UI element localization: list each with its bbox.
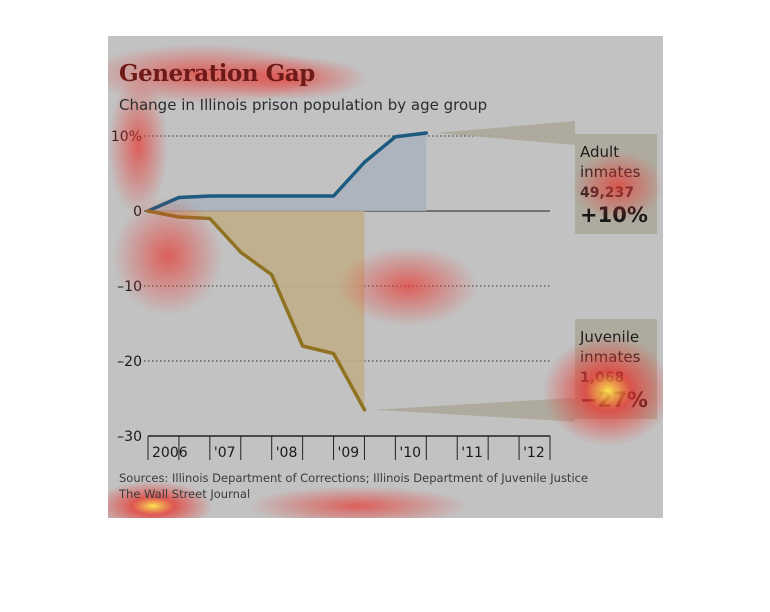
y-tick-label: –30 bbox=[117, 429, 142, 445]
source-text: Sources: Illinois Department of Correcti… bbox=[119, 471, 589, 485]
x-tick-label: '11 bbox=[461, 445, 483, 461]
x-tick-label: '09 bbox=[338, 445, 360, 461]
heat-blob bbox=[108, 481, 213, 518]
juvenile-point bbox=[332, 352, 336, 355]
publisher-text: The Wall Street Journal bbox=[119, 487, 251, 501]
x-tick-label: '08 bbox=[276, 445, 298, 461]
heat-blob bbox=[573, 151, 663, 221]
y-tick-label: –20 bbox=[117, 354, 142, 370]
x-tick-label: 2006 bbox=[152, 445, 188, 461]
heat-blob bbox=[113, 196, 223, 316]
adult-line bbox=[146, 131, 429, 213]
juvenile-area bbox=[148, 211, 365, 410]
x-tick-label: '12 bbox=[523, 445, 545, 461]
adult-point bbox=[239, 194, 243, 198]
adult-point bbox=[393, 135, 397, 139]
adult-point bbox=[362, 160, 366, 164]
adult-point bbox=[301, 194, 305, 198]
heat-blob bbox=[543, 336, 663, 446]
heat-blob bbox=[208, 56, 368, 100]
juvenile-point bbox=[239, 250, 243, 254]
juvenile-point bbox=[301, 344, 305, 348]
chart-subtitle: Change in Illinois prison population by … bbox=[119, 96, 488, 114]
adult-area bbox=[148, 133, 427, 211]
x-tick-label: '07 bbox=[214, 445, 236, 461]
juvenile-point bbox=[362, 408, 366, 412]
source-note: Sources: Illinois Department of Correcti… bbox=[119, 470, 588, 502]
juvenile-point bbox=[270, 273, 274, 277]
adult-point bbox=[332, 194, 336, 198]
x-tick-label: '10 bbox=[399, 445, 421, 461]
adult-point bbox=[208, 194, 212, 198]
adult-point bbox=[424, 131, 428, 135]
heat-blob bbox=[108, 76, 168, 216]
heat-blob bbox=[338, 246, 478, 326]
chart-title: Generation Gap bbox=[119, 60, 315, 87]
adult-point bbox=[270, 194, 274, 198]
heat-blob bbox=[248, 486, 468, 518]
